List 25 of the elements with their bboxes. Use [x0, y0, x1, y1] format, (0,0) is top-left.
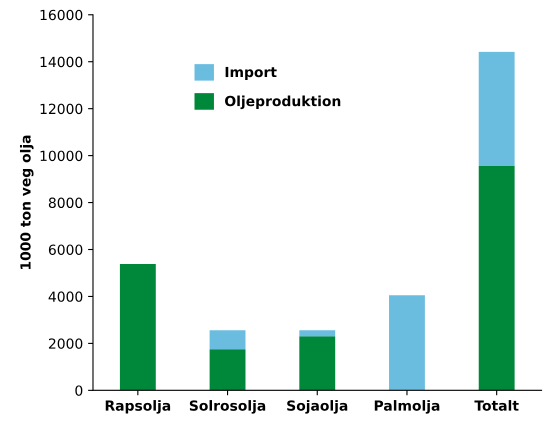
y-axis-title: 1000 ton veg olja	[20, 136, 34, 270]
y-tick-label: 0	[75, 385, 82, 396]
legend-label: Oljeproduktion	[225, 96, 340, 110]
y-tick-label: 12000	[40, 104, 82, 114]
x-tick-label: Solrosolja	[190, 400, 266, 414]
y-tick-label: 2000	[48, 338, 82, 349]
bar	[299, 336, 336, 390]
bar	[389, 295, 425, 390]
x-tick-label: Rapsolja	[106, 400, 170, 414]
x-tick-label: Totalt	[474, 400, 519, 411]
y-tick-label: 8000	[48, 198, 82, 208]
y-tick-label: 6000	[48, 244, 82, 255]
bar	[299, 330, 336, 336]
y-tick-label: 10000	[40, 150, 82, 162]
y-tick-label: 16000	[40, 10, 82, 20]
x-tick-label: Sojaolja	[287, 400, 348, 414]
y-tick-label: 4000	[48, 291, 82, 302]
bar	[210, 330, 246, 350]
legend-label: Import	[226, 66, 277, 80]
bar	[478, 166, 515, 390]
bar	[478, 52, 515, 166]
bar	[120, 264, 156, 390]
bar	[210, 349, 246, 390]
y-tick-label: 14000	[40, 56, 82, 68]
x-tick-label: Palmolja	[374, 400, 440, 414]
